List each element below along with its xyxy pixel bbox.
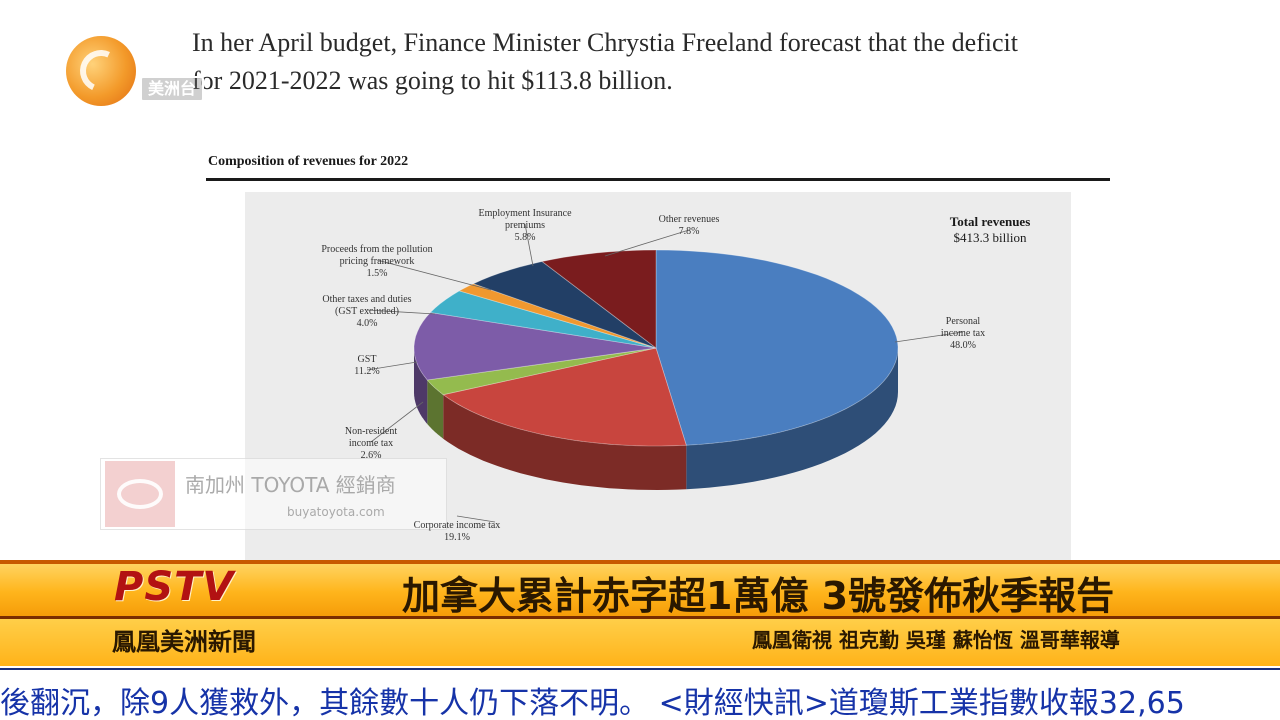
leader-line-0 xyxy=(894,331,964,343)
slice-name-1: Corporate income tax xyxy=(413,520,501,531)
slice-name-0: income tax xyxy=(940,328,986,339)
slice-name-6: Employment Insurance xyxy=(478,208,572,219)
band-separator xyxy=(0,616,1280,619)
slice-pct-6: 5.8% xyxy=(514,232,536,243)
pie-side-0 xyxy=(686,348,898,490)
channel-logo: 美洲台 xyxy=(66,36,216,106)
pie-slice-6 xyxy=(472,261,657,349)
slice-label-3: GST 11.2% xyxy=(307,354,427,378)
total-revenues-value: $413.3 billion xyxy=(953,230,1027,245)
pie-chart xyxy=(366,223,964,523)
sponsor-url: buyatoyota.com xyxy=(287,505,385,519)
slice-name-6: premiums xyxy=(505,220,545,231)
slice-label-2: Non-resident income tax 2.6% xyxy=(311,426,431,462)
headline-band xyxy=(0,560,1280,618)
slice-label-4: Other taxes and duties (GST excluded) 4.0% xyxy=(307,294,427,330)
leader-line-3 xyxy=(366,361,418,371)
pie-slice-3 xyxy=(413,312,657,381)
pie-side-1 xyxy=(443,394,687,490)
channel-tag: 美洲台 xyxy=(140,76,205,102)
slice-pct-2: 2.6% xyxy=(360,450,382,461)
slice-name-4: (GST excluded) xyxy=(335,306,399,317)
slice-label-7: Other revenues 7.8% xyxy=(629,214,749,238)
news-headline: 加拿大累計赤字超1萬億 3號發佈秋季報告 xyxy=(402,574,1115,618)
reporter-credits: 鳳凰衛視 祖克勤 吳瑾 蘇怡恆 溫哥華報導 xyxy=(752,628,1120,652)
chart-title: Composition of revenues for 2022 xyxy=(208,154,409,169)
pie-slice-4 xyxy=(429,290,657,349)
band-edge xyxy=(0,560,1280,564)
slice-pct-0: 48.0% xyxy=(950,340,976,351)
slice-name-5: pricing framework xyxy=(339,256,415,267)
toyota-logo-icon xyxy=(105,461,175,527)
slice-pct-5: 1.5% xyxy=(366,268,388,279)
news-ticker: 後翻沉，除9人獲救外，其餘數十人仍下落不明。 <財經快訊>道瓊斯工業指數收報32… xyxy=(0,668,1280,720)
leader-line-4 xyxy=(366,309,436,315)
pstv-brand: PSTV xyxy=(114,564,235,610)
article-text: In her April budget, Finance Minister Ch… xyxy=(192,24,1192,100)
article-line-1: In her April budget, Finance Minister Ch… xyxy=(192,28,1018,57)
leader-line-7 xyxy=(604,229,690,257)
leader-line-2 xyxy=(370,401,424,443)
slice-name-4: Other taxes and duties xyxy=(322,294,412,305)
leader-line-5 xyxy=(376,259,492,291)
slice-pct-7: 7.8% xyxy=(678,226,700,237)
leader-line-6 xyxy=(524,223,534,267)
sponsor-name: 南加州 TOYOTA 經銷商 xyxy=(185,473,396,497)
phoenix-logo-icon xyxy=(66,36,136,106)
slice-name-3: GST xyxy=(357,354,377,365)
pie-side-2 xyxy=(427,380,444,439)
slice-label-1: Corporate income tax 19.1% xyxy=(397,520,517,544)
slice-name-5: Proceeds from the pollution xyxy=(321,244,433,255)
program-name: 鳳凰美洲新聞 xyxy=(112,628,256,656)
slice-label-5: Proceeds from the pollution pricing frame… xyxy=(317,244,437,280)
slice-name-7: Other revenues xyxy=(658,214,720,225)
pie-slice-1 xyxy=(442,347,687,447)
slice-name-2: income tax xyxy=(348,438,394,449)
slice-pct-3: 11.2% xyxy=(354,366,380,377)
slice-pct-1: 19.1% xyxy=(444,532,470,543)
pie-slice-7 xyxy=(541,249,657,349)
pie-side-3 xyxy=(414,348,428,424)
total-revenues-label: Total revenues xyxy=(949,214,1031,229)
program-band xyxy=(0,618,1280,666)
leader-line-1 xyxy=(456,515,496,523)
slice-name-0: Personal xyxy=(945,316,981,327)
sponsor-watermark: 南加州 TOYOTA 經銷商 buyatoyota.com xyxy=(100,458,447,530)
slice-name-2: Non-resident xyxy=(344,426,398,437)
slice-pct-4: 4.0% xyxy=(356,318,378,329)
article-line-2: for 2021-2022 was going to hit $113.8 bi… xyxy=(192,66,673,95)
slice-label-0: Personal income tax 48.0% xyxy=(903,316,1023,352)
total-revenues: Total revenues $413.3 billion xyxy=(920,214,1060,246)
ticker-text: 後翻沉，除9人獲救外，其餘數十人仍下落不明。 <財經快訊>道瓊斯工業指數收報32… xyxy=(0,686,1185,720)
chart-title-rule xyxy=(206,178,1110,181)
slice-label-6: Employment Insurance premiums 5.8% xyxy=(465,208,585,244)
